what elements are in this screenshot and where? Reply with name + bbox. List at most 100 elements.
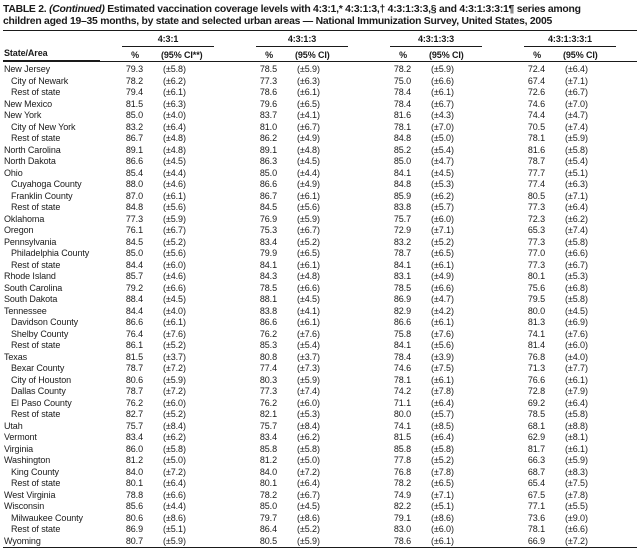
pct-cell-43133: 78.7	[393, 248, 411, 258]
pct-cell-431331: 74.1	[527, 328, 545, 339]
pct-cell-431: 81.5	[125, 98, 143, 109]
pct-cell-43133: 86.6	[393, 317, 411, 327]
pct-cell-4313: 88.1	[259, 294, 277, 304]
pct-cell-431331: 76.6	[527, 374, 545, 385]
pct-cell-431: 85.7	[125, 271, 143, 281]
pct-cell-4313: 79.7	[259, 512, 277, 523]
pct-cell-431331: 75.6	[527, 282, 545, 293]
col-header-pct-431331: %	[503, 47, 549, 62]
state-area-cell: North Carolina	[4, 144, 61, 155]
ci-cell-431: (±6.1)	[163, 87, 186, 97]
state-area-cell: Wisconsin	[4, 501, 45, 511]
ci-cell-431: (±6.2)	[163, 75, 186, 86]
ci-cell-4313: (±6.1)	[297, 87, 320, 97]
table-row: Rest of state 84.8 (±5.6) 84.5 (±5.6) 83…	[3, 202, 637, 214]
pct-cell-43133: 78.6	[393, 535, 411, 546]
pct-cell-4313: 84.0	[259, 466, 277, 477]
pct-cell-431: 86.6	[125, 156, 143, 166]
pct-cell-431331: 80.1	[527, 271, 545, 281]
table-row: Milwaukee County 80.6 (±8.6) 79.7 (±8.6)…	[3, 513, 637, 525]
ci-cell-4313: (±6.1)	[297, 190, 320, 201]
pct-cell-43133: 78.4	[393, 351, 411, 362]
ci-cell-431: (±6.2)	[163, 432, 186, 442]
pct-cell-4313: 79.6	[259, 98, 277, 109]
pct-cell-4313: 75.7	[259, 420, 277, 431]
ci-cell-43133: (±5.4)	[431, 144, 454, 155]
pct-cell-431331: 74.6	[527, 98, 545, 109]
table-row: Rest of state 80.1 (±6.4) 80.1 (±6.4) 78…	[3, 478, 637, 490]
table-row: Virginia 86.0 (±5.8) 85.8 (±5.8) 85.8 (±…	[3, 444, 637, 456]
table-row: El Paso County 76.2 (±6.0) 76.2 (±6.0) 7…	[3, 398, 637, 410]
ci-cell-43133: (±8.6)	[431, 512, 454, 523]
ci-cell-4313: (±4.8)	[297, 144, 320, 155]
ci-cell-431331: (±5.8)	[565, 236, 588, 247]
ci-cell-43133: (±7.1)	[431, 489, 454, 500]
pct-cell-431: 85.4	[125, 167, 143, 178]
table-row: Franklin County 87.0 (±6.1) 86.7 (±6.1) …	[3, 191, 637, 203]
pct-cell-431: 80.1	[125, 478, 143, 488]
pct-cell-43133: 85.9	[393, 190, 411, 201]
ci-cell-431331: (±6.8)	[565, 282, 588, 293]
table-row: City of Houston 80.6 (±5.9) 80.3 (±5.9) …	[3, 375, 637, 387]
pct-cell-4313: 84.1	[259, 259, 277, 270]
pct-cell-431331: 66.3	[527, 455, 545, 465]
state-area-cell: Cuyahoga County	[11, 179, 82, 189]
ci-cell-43133: (±6.1)	[431, 317, 454, 327]
ci-cell-4313: (±4.9)	[297, 133, 320, 143]
table-row: Rest of state 79.4 (±6.1) 78.6 (±6.1) 78…	[3, 87, 637, 99]
ci-cell-43133: (±5.9)	[431, 64, 454, 74]
state-area-cell: Rest of state	[11, 133, 61, 143]
pct-cell-431: 79.3	[125, 64, 143, 74]
table-row: Dallas County 78.7 (±7.2) 77.3 (±7.4) 74…	[3, 386, 637, 398]
ci-cell-4313: (±5.9)	[297, 64, 320, 74]
pct-cell-431331: 72.4	[527, 64, 545, 74]
pct-cell-431331: 81.3	[527, 317, 545, 327]
table-row: South Dakota 88.4 (±4.5) 88.1 (±4.5) 86.…	[3, 294, 637, 306]
pct-cell-431331: 65.4	[527, 478, 545, 488]
ci-cell-43133: (±6.1)	[431, 259, 454, 270]
ci-cell-431: (±7.2)	[163, 466, 186, 477]
state-area-cell: Ohio	[4, 167, 23, 178]
ci-cell-431: (±4.5)	[163, 294, 186, 304]
pct-cell-43133: 72.9	[393, 225, 411, 235]
pct-cell-431331: 70.5	[527, 121, 545, 132]
table-header: 4:3:1 4:3:1:3 4:3:1:3:3 4:3:1:3:3:1 Stat…	[3, 31, 637, 62]
state-area-cell: New Mexico	[4, 98, 53, 109]
table-row: Rest of state 86.1 (±5.2) 85.3 (±5.4) 84…	[3, 340, 637, 352]
pct-cell-4313: 80.3	[259, 374, 277, 385]
pct-cell-431: 79.4	[125, 87, 143, 97]
ci-cell-4313: (±5.0)	[297, 455, 320, 465]
pct-cell-43133: 74.1	[393, 420, 411, 431]
ci-cell-431331: (±6.6)	[565, 524, 588, 534]
pct-cell-431: 84.4	[125, 305, 143, 316]
ci-cell-431331: (±5.4)	[565, 156, 588, 166]
ci-cell-431331: (±5.1)	[565, 167, 588, 178]
pct-cell-431: 86.1	[125, 340, 143, 350]
pct-cell-43133: 78.2	[393, 64, 411, 74]
ci-cell-43133: (±5.3)	[431, 179, 454, 189]
state-area-cell: Shelby County	[11, 328, 69, 339]
state-area-cell: King County	[11, 466, 59, 477]
ci-cell-4313: (±7.3)	[297, 363, 320, 373]
ci-cell-431331: (±6.1)	[565, 374, 588, 385]
pct-cell-4313: 76.2	[259, 328, 277, 339]
ci-cell-4313: (±6.2)	[297, 432, 320, 442]
table-row: Davidson County 86.6 (±6.1) 86.6 (±6.1) …	[3, 317, 637, 329]
pct-cell-4313: 85.3	[259, 340, 277, 350]
pct-cell-43133: 84.8	[393, 133, 411, 143]
pct-cell-43133: 83.8	[393, 202, 411, 212]
pct-cell-43133: 78.4	[393, 98, 411, 109]
pct-cell-43133: 82.9	[393, 305, 411, 316]
table-row: Texas 81.5 (±3.7) 80.8 (±3.7) 78.4 (±3.9…	[3, 352, 637, 364]
state-area-cell: Utah	[4, 420, 23, 431]
pct-cell-4313: 85.0	[259, 501, 277, 511]
pct-cell-431: 84.0	[125, 466, 143, 477]
state-area-cell: City of Houston	[11, 374, 72, 385]
ci-cell-43133: (±6.1)	[431, 374, 454, 385]
ci-cell-4313: (±8.4)	[297, 420, 320, 431]
ci-cell-431: (±5.8)	[163, 64, 186, 74]
pct-cell-43133: 78.1	[393, 374, 411, 385]
pct-cell-43133: 84.8	[393, 179, 411, 189]
ci-cell-4313: (±6.4)	[297, 478, 320, 488]
state-area-cell: Rest of state	[11, 87, 61, 97]
